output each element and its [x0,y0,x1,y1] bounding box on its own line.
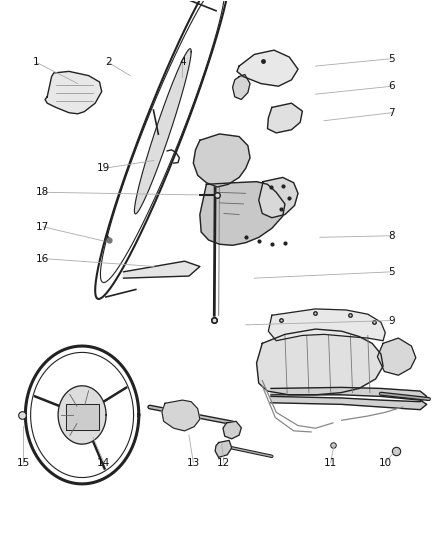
Polygon shape [237,50,297,86]
Polygon shape [223,421,241,439]
Text: 4: 4 [179,58,185,67]
Polygon shape [267,103,302,133]
Text: 2: 2 [105,58,111,67]
Text: 8: 8 [388,231,394,241]
Text: 5: 5 [388,54,394,63]
Polygon shape [258,177,297,217]
Polygon shape [134,49,191,214]
Text: 12: 12 [217,458,230,467]
Polygon shape [65,405,99,430]
Text: 5: 5 [388,267,394,277]
Text: 11: 11 [323,458,336,467]
Text: 13: 13 [186,458,199,467]
Text: 6: 6 [388,81,394,91]
Polygon shape [199,182,284,245]
Text: 9: 9 [388,316,394,326]
Polygon shape [270,387,426,410]
Polygon shape [123,261,199,278]
Text: 7: 7 [388,108,394,118]
Text: 14: 14 [97,458,110,467]
Polygon shape [58,386,106,444]
Text: 17: 17 [36,222,49,232]
Polygon shape [256,329,382,395]
Polygon shape [232,75,250,100]
Text: 15: 15 [17,458,30,467]
Polygon shape [268,309,385,341]
Text: 19: 19 [97,164,110,173]
Polygon shape [377,338,415,375]
Text: 10: 10 [378,458,391,467]
Polygon shape [215,440,231,457]
Polygon shape [193,134,250,187]
Polygon shape [45,71,102,114]
Polygon shape [162,400,199,431]
Text: 1: 1 [33,58,39,67]
Text: 18: 18 [36,187,49,197]
Text: 16: 16 [36,254,49,263]
